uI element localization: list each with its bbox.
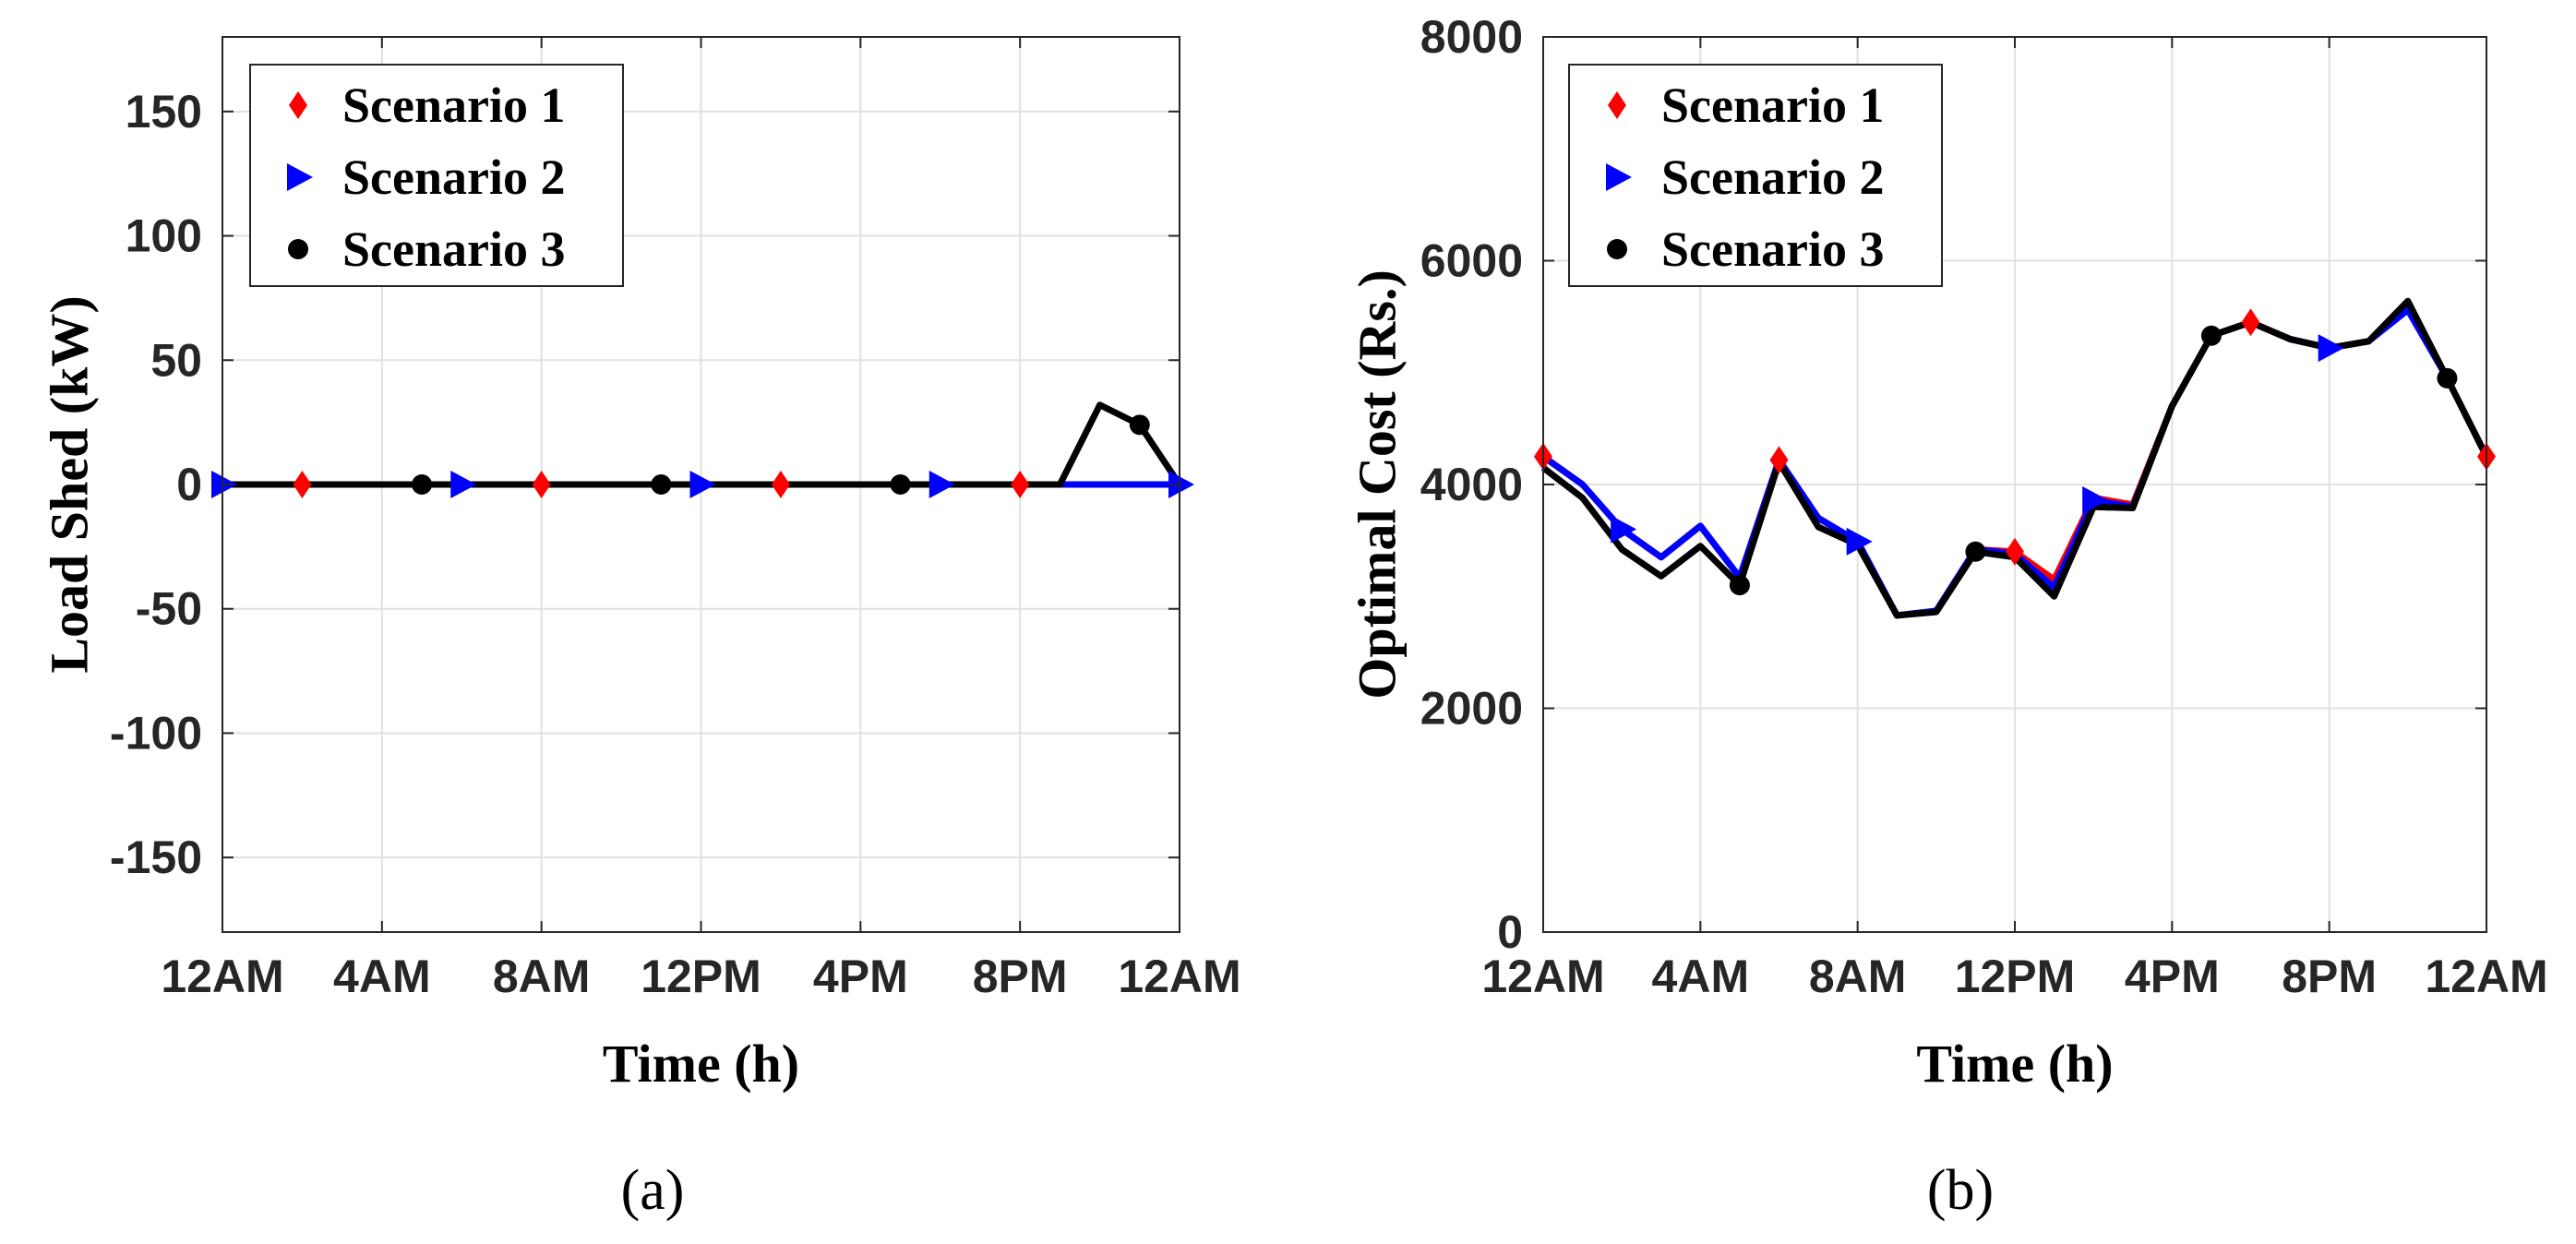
y-tick-label: 8000 xyxy=(1420,11,1523,63)
x-tick-label: 12AM xyxy=(1481,951,1604,1002)
ticks-b: 12AM 4AM 8AM 12PM 4PM 8PM 12AM0200040006000800… xyxy=(1420,11,2548,1002)
x-axis-label-b: Time (h) xyxy=(1916,1034,2113,1094)
y-tick-label: 2000 xyxy=(1420,683,1523,735)
marker-scenario-2 xyxy=(2318,334,2344,363)
x-tick-label: 8PM xyxy=(2282,951,2377,1002)
y-tick-label: -150 xyxy=(110,831,202,883)
legend-box xyxy=(1568,64,1943,287)
panel-b: 12AM 4AM 8AM 12PM 4PM 8PM 12AM0200040006000800… xyxy=(1348,11,2548,1222)
x-tick-label: 8PM xyxy=(973,951,1068,1002)
legend-label: Scenario 3 xyxy=(1661,221,1884,277)
x-tick-label: 12AM xyxy=(161,951,283,1002)
x-tick-label: 12PM xyxy=(1955,951,2076,1002)
marker-scenario-3 xyxy=(2437,367,2458,389)
marker-scenario-2 xyxy=(1846,527,1873,556)
ticks-a: 12AM 4AM 8AM 12PM 4PM 8PM 12AM -150 -100 -50 0 50 10… xyxy=(110,37,1241,1002)
marker-scenario-1 xyxy=(2241,308,2260,337)
marker-scenario-3 xyxy=(1965,541,1986,562)
marker-scenario-1 xyxy=(2006,537,2024,566)
marker-scenario-3 xyxy=(412,474,433,495)
legend-marker-scenario-3 xyxy=(1607,239,1627,259)
x-tick-label: 4PM xyxy=(813,951,908,1002)
x-tick-label: 4PM xyxy=(2125,951,2220,1002)
x-tick-label: 8AM xyxy=(493,951,591,1002)
marker-scenario-1 xyxy=(532,471,551,498)
y-tick-label: 0 xyxy=(176,459,202,510)
caption-b: (b) xyxy=(1927,1159,1994,1222)
marker-scenario-2 xyxy=(1168,471,1194,498)
legend-a: Scenario 1 Scenario 2 Scenario 3 xyxy=(249,64,624,287)
y-tick-label: 150 xyxy=(126,86,202,138)
series-markers-b xyxy=(1534,308,2496,596)
x-tick-label: 12AM xyxy=(1118,951,1240,1002)
marker-scenario-2 xyxy=(689,471,716,498)
legend-label: Scenario 1 xyxy=(342,78,565,133)
marker-scenario-3 xyxy=(1129,414,1150,436)
marker-scenario-3 xyxy=(651,474,672,495)
y-axis-label-b: Optimal Cost (Rs.) xyxy=(1348,269,1408,700)
y-tick-label: 6000 xyxy=(1420,235,1523,287)
y-tick-label: 50 xyxy=(150,334,202,386)
legend-label: Scenario 1 xyxy=(1661,78,1884,133)
marker-scenario-3 xyxy=(890,474,911,495)
marker-scenario-3 xyxy=(2200,325,2222,346)
x-tick-label: 12PM xyxy=(641,951,761,1002)
legend-marker-scenario-3 xyxy=(288,239,308,259)
legend-marker-scenario-1 xyxy=(1608,91,1626,119)
x-tick-label: 4AM xyxy=(1652,951,1750,1002)
legend-marker-scenario-1 xyxy=(289,91,307,119)
marker-scenario-2 xyxy=(1611,515,1637,544)
legend-label: Scenario 3 xyxy=(342,221,565,277)
panel-a: 12AM 4AM 8AM 12PM 4PM 8PM 12AM -150 -100 -50 0 50 10… xyxy=(40,36,1241,1222)
x-axis-label-a: Time (h) xyxy=(603,1034,799,1094)
x-tick-label: 12AM xyxy=(2425,951,2547,1002)
legend-label: Scenario 2 xyxy=(342,150,565,205)
marker-scenario-1 xyxy=(293,471,312,498)
legend-box xyxy=(249,64,624,287)
y-axis-label-a: Load Shed (kW) xyxy=(40,295,100,673)
legend-b: Scenario 1 Scenario 2 Scenario 3 xyxy=(1568,64,1943,287)
marker-scenario-1 xyxy=(771,471,790,498)
marker-scenario-2 xyxy=(2082,485,2109,514)
legend-marker-scenario-2 xyxy=(287,163,313,191)
y-tick-label: -50 xyxy=(136,583,202,635)
y-tick-label: 0 xyxy=(1497,906,1523,958)
caption-a: (a) xyxy=(621,1159,685,1222)
marker-scenario-3 xyxy=(1729,575,1750,596)
y-tick-label: 4000 xyxy=(1420,459,1523,510)
legend-label: Scenario 2 xyxy=(1661,150,1884,205)
x-tick-label: 4AM xyxy=(333,951,431,1002)
marker-scenario-2 xyxy=(929,471,955,498)
marker-scenario-2 xyxy=(450,471,477,498)
marker-scenario-1 xyxy=(1769,446,1789,474)
marker-scenario-1 xyxy=(1011,471,1030,498)
x-tick-label: 8AM xyxy=(1809,951,1907,1002)
legend-marker-scenario-2 xyxy=(1606,163,1632,191)
series-markers-a xyxy=(211,414,1194,498)
y-tick-label: 100 xyxy=(126,210,202,262)
y-tick-label: -100 xyxy=(110,707,202,759)
